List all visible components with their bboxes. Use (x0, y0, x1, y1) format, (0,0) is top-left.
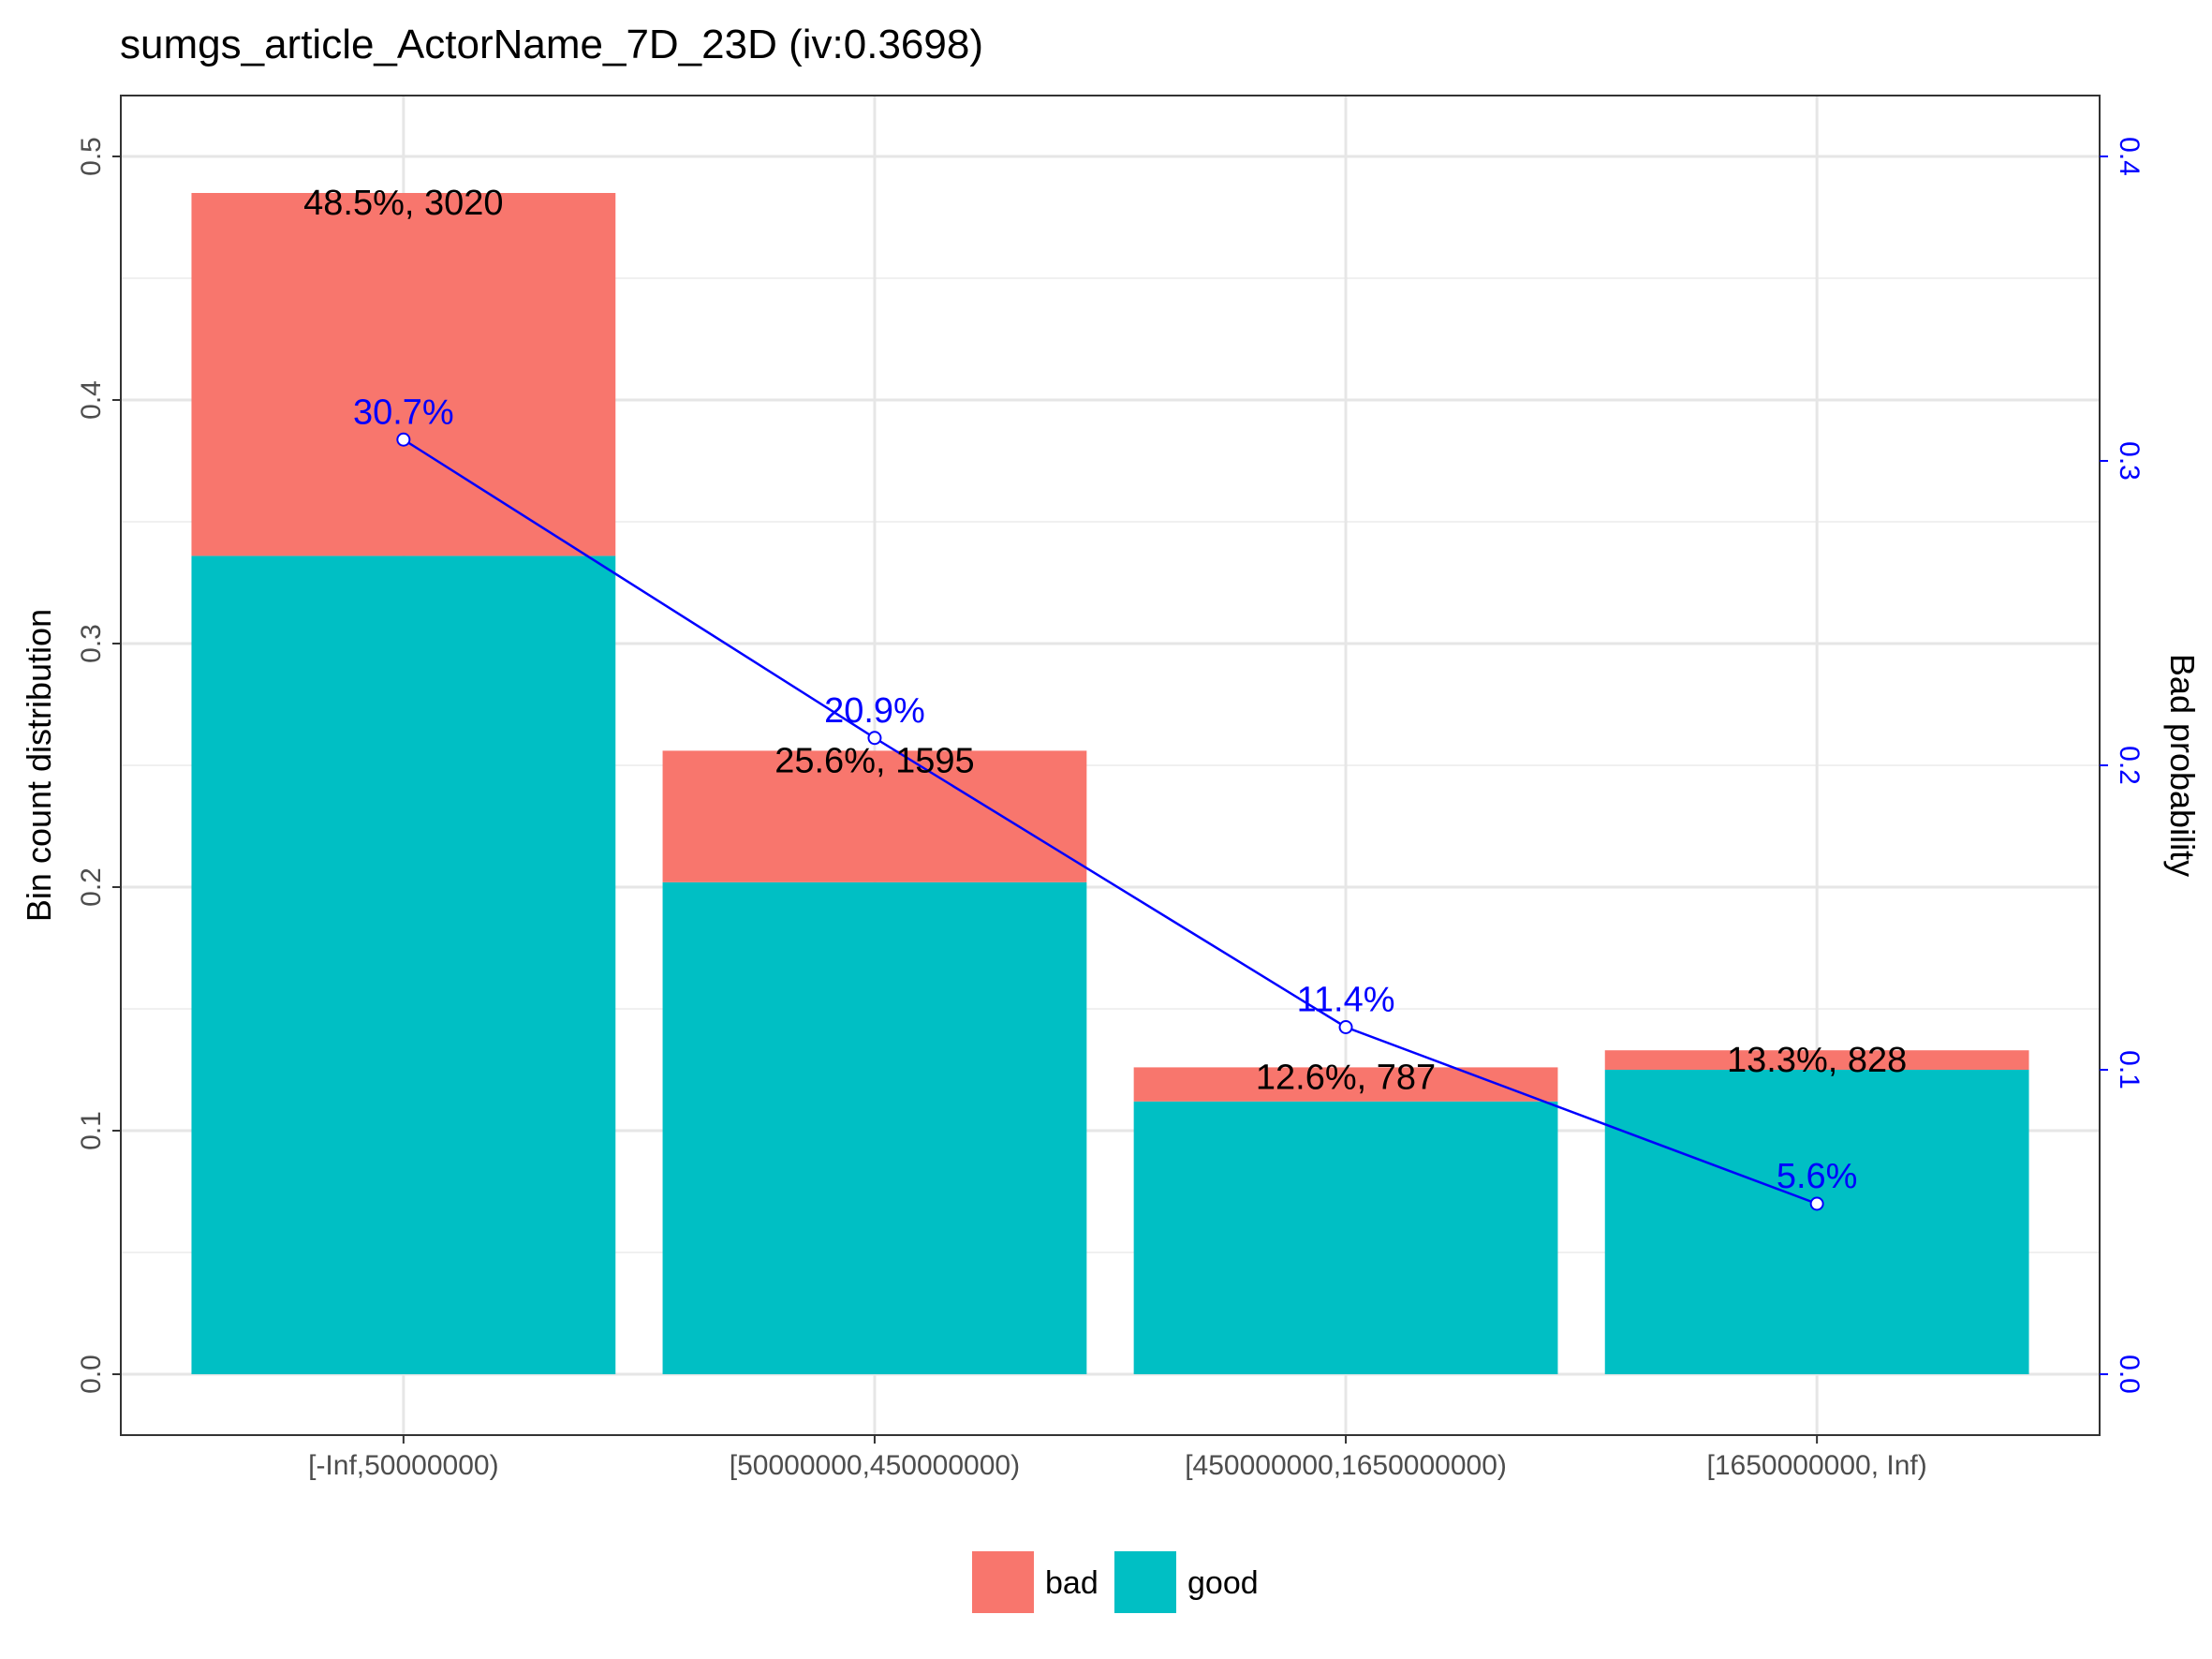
x-tick-label: [-Inf,50000000) (308, 1450, 498, 1481)
y-tick-label: 0.3 (76, 624, 107, 663)
y2-tick-label: 0.2 (2114, 746, 2145, 785)
bar-good (1604, 1070, 2029, 1374)
x-tick-label: [1650000000, Inf) (1707, 1450, 1927, 1481)
y2-tick-label: 0.4 (2114, 137, 2145, 176)
bar-bad (191, 193, 616, 556)
y-tick-label: 0.2 (76, 867, 107, 907)
bad-probability-point (867, 731, 882, 746)
legend-key-bad (972, 1551, 1034, 1613)
legend: bad good (972, 1551, 1259, 1613)
y-tick-label: 0.0 (76, 1355, 107, 1394)
bar-label: 12.6%, 787 (1256, 1058, 1436, 1097)
probability-label: 30.7% (353, 393, 454, 432)
bad-probability-point (1809, 1196, 1824, 1211)
bar-label: 48.5%, 3020 (303, 184, 503, 223)
bad-probability-point (396, 432, 411, 447)
bar-bad (662, 750, 1087, 882)
bar-good (1133, 1101, 1558, 1374)
probability-label: 20.9% (824, 691, 925, 731)
bar-bad (1604, 1050, 2029, 1070)
probability-label: 5.6% (1777, 1157, 1858, 1196)
bad-probability-polyline (403, 438, 1818, 1206)
legend-label-bad: bad (1045, 1565, 1099, 1601)
legend-label-good: good (1187, 1565, 1259, 1601)
axes: 0.0 0.1 0.2 0.3 0.4 0.5 0.0 0.1 0.2 0.3 0.4 [-Inf,5… (76, 137, 2145, 1481)
y2-tick-label: 0.1 (2114, 1050, 2145, 1089)
probability-label: 11.4% (1297, 981, 1395, 1020)
y-axis-title: Bin count distribution (20, 609, 58, 922)
y-tick-label: 0.5 (76, 137, 107, 176)
bar-good (662, 881, 1087, 1374)
bad-probability-point (1338, 1020, 1353, 1034)
y-tick-label: 0.4 (76, 380, 107, 420)
x-tick-label: [450000000,1650000000) (1185, 1450, 1507, 1481)
bad-probability-line (396, 432, 1824, 1211)
y2-tick-label: 0.3 (2114, 441, 2145, 481)
y2-axis-title: Bad probability (2163, 654, 2202, 877)
y2-tick-label: 0.0 (2114, 1355, 2145, 1394)
legend-key-good (1114, 1551, 1176, 1613)
y-tick-label: 0.1 (76, 1111, 107, 1150)
bar-good (191, 555, 616, 1374)
x-tick-label: [50000000,450000000) (730, 1450, 1020, 1481)
data-labels: 48.5%, 3020 25.6%, 1595 12.6%, 787 13.3%, 8… (303, 184, 1907, 1196)
bar-label: 25.6%, 1595 (774, 741, 974, 780)
bars (191, 193, 2029, 1374)
bar-label: 13.3%, 828 (1727, 1041, 1907, 1080)
chart-title: sumgs_article_ActorName_7D_23D (iv:0.369… (120, 22, 983, 67)
bar-bad (1133, 1067, 1558, 1102)
